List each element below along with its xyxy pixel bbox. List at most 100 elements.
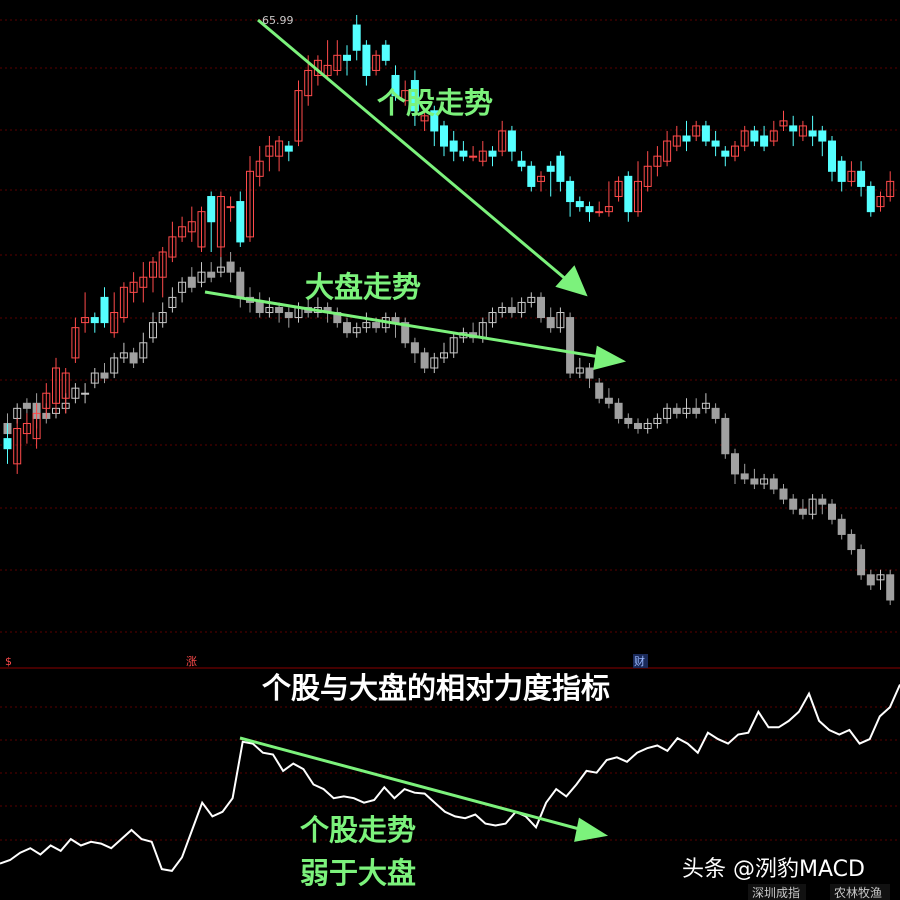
index-candle-body [178, 281, 187, 293]
index-candle-body [595, 382, 604, 399]
stock-candle-body [750, 130, 759, 142]
stock-candle-body [100, 296, 109, 324]
index-candle-body [430, 357, 439, 369]
index-candle-body [216, 266, 225, 273]
index-candle-body [818, 498, 827, 505]
index-candle-body [876, 574, 885, 581]
stock-candle-body [507, 130, 516, 152]
stock-candle-body [187, 221, 196, 233]
stock-candle-body [537, 175, 545, 182]
stock-candle-body [246, 170, 254, 238]
index-candle-body [585, 367, 594, 379]
index-candle-body [110, 357, 119, 374]
dollar-marker: $ [5, 655, 12, 668]
stock-candle-body [275, 140, 284, 157]
index-candle-body [672, 407, 681, 414]
stock-candle-body [769, 130, 778, 142]
watermark: 头条 @洌豹MACD [682, 857, 865, 882]
stock-candle-body [178, 226, 187, 238]
stock-candle-body [90, 317, 99, 324]
stock-candle-body [32, 412, 41, 440]
index-tag: 深圳成指 [752, 885, 800, 900]
stock-candle-body [352, 24, 361, 51]
stock-candle-body [236, 201, 245, 243]
index-candle-body [604, 397, 613, 404]
stock-candle-body [847, 170, 856, 182]
stock-candle-body [168, 236, 177, 258]
index-candle-body [866, 574, 875, 586]
stock-candle-body [876, 196, 885, 208]
stock-candles [3, 14, 895, 474]
index-candle-body [139, 342, 148, 359]
index-candle-body [275, 306, 284, 314]
stock-candle-body [129, 281, 138, 293]
stock-candle-body [197, 211, 206, 248]
stock-candle-body [721, 150, 730, 157]
index-candle-body [711, 407, 720, 419]
index-candle-body [158, 312, 167, 324]
stock-candle-body [818, 130, 827, 142]
finance-marker-bg [633, 654, 648, 668]
stock-candle-body [546, 165, 555, 172]
stock-candle-body [362, 44, 371, 76]
stock-trend-label: 个股走势 [377, 86, 493, 120]
index-candle-body [119, 352, 128, 359]
stock-candle-body [575, 201, 584, 208]
stock-candle-body [701, 125, 710, 142]
index-candle-body [22, 402, 31, 409]
stock-candle-body [798, 125, 807, 137]
index-candle-body [362, 322, 371, 329]
stock-candle-body [837, 160, 846, 182]
stock-candle-body [886, 180, 895, 198]
finance-marker: 财 [634, 654, 645, 668]
index-candle-body [255, 301, 264, 314]
index-candle-body [721, 417, 730, 455]
stock-candle-body [381, 44, 390, 61]
index-candle-body [682, 407, 691, 414]
sector-tag: 农林牧渔 [834, 886, 882, 900]
high-price-label: 65.99 [262, 14, 294, 27]
index-candle-body [663, 407, 672, 419]
index-candle-body [207, 271, 216, 278]
stock-candle-body [3, 438, 12, 450]
stock-candle-body [595, 211, 604, 214]
index-candle-body [789, 498, 798, 510]
stock-candle-body [110, 312, 119, 334]
arrows [204, 18, 627, 842]
stock-candle-body [740, 130, 749, 147]
stock-candle-body [449, 140, 458, 152]
stock-candle-body [440, 125, 448, 147]
index-candle-body [90, 372, 99, 384]
index-candle-body [488, 312, 497, 324]
index-candle-body [546, 317, 555, 329]
stock-candle-body [304, 69, 313, 97]
index-candle-body [857, 549, 866, 576]
stock-candle-body [52, 367, 60, 404]
market-trend-arrow-line [204, 290, 601, 359]
stock-candle-body [556, 155, 565, 182]
stock-candle-body [42, 392, 51, 409]
index-candle-body [372, 322, 381, 329]
stock-candle-body [663, 140, 672, 162]
stock-trend-arrow-line [257, 18, 569, 283]
index-candle-body [507, 306, 516, 314]
stock-candle-body [13, 428, 22, 465]
stock-candle-body [653, 155, 662, 167]
index-candle-body [197, 271, 206, 283]
index-candle-body [847, 533, 856, 551]
stock-candle-body [672, 135, 681, 147]
stock-candle-body [478, 150, 487, 162]
stock-candle-body [265, 145, 274, 157]
stock-candle-body [604, 206, 613, 213]
stock-candle-body [498, 130, 507, 152]
stock-candle-body [469, 155, 478, 158]
stock-candle-body [488, 150, 497, 157]
index-candle-body [692, 407, 701, 414]
market-trend-label: 大盘走势 [305, 270, 421, 304]
stock-candle-body [226, 206, 235, 209]
stock-candle-body [255, 160, 264, 177]
stock-candle-body [643, 165, 652, 187]
index-candle-body [653, 417, 662, 424]
market-trend-arrowhead [593, 345, 627, 371]
